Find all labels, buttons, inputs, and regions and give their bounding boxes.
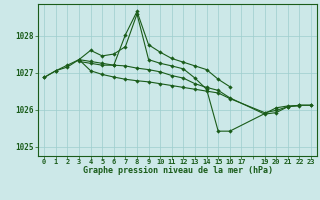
X-axis label: Graphe pression niveau de la mer (hPa): Graphe pression niveau de la mer (hPa) [83,166,273,175]
